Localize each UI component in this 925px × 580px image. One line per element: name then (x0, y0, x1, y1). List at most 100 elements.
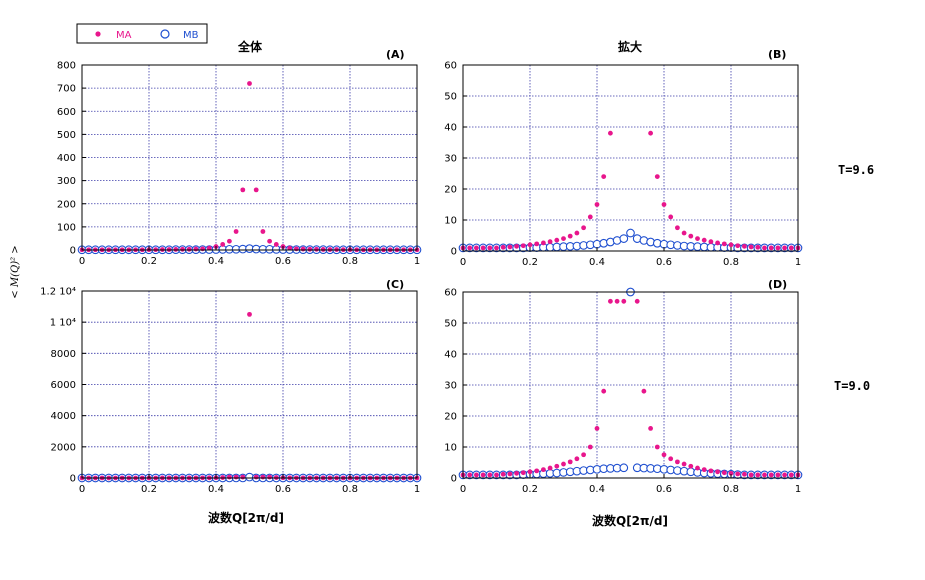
panel-c-ma-point (233, 474, 239, 480)
panel-a-xtick-label: 0 (79, 256, 85, 267)
panel-b-ma-point (587, 214, 593, 220)
panel-a-marks (77, 81, 422, 255)
panel-b-ma-point (574, 230, 580, 236)
panel-c-ma-point (267, 474, 272, 480)
panel-d-ma-point (507, 471, 513, 477)
panel-c-y-ticks: 0 2000 4000 6000 8000 1 10⁴ 1.2 10⁴ (40, 287, 86, 485)
panel-b-ma-point (567, 233, 573, 239)
legend-mb-marker (160, 29, 170, 39)
panel-d-ma-point (742, 471, 747, 477)
panel-a-ma-point (287, 245, 293, 251)
panel-d-ma-point (467, 472, 473, 478)
panel-a-ytick-label: 600 (57, 107, 76, 118)
panel-b-ma-point (581, 225, 586, 231)
panel-c-ma-point (227, 474, 232, 480)
panel-b-ma-point (701, 237, 707, 243)
panel-d-ma-point (514, 470, 519, 476)
panel-b-xtick-label: 0.8 (723, 257, 739, 268)
panel-b-ma-point (748, 244, 754, 250)
panel-d-ma-point (768, 472, 774, 478)
panel-b-ytick-label: 20 (444, 185, 457, 196)
panel-c-ma-point (260, 474, 266, 480)
panel-b-ma-point (735, 243, 741, 249)
panel-b-ma-point (681, 230, 687, 236)
panel-b-ma-point (762, 245, 767, 251)
panel-d-ma-point (755, 472, 761, 478)
panel-d-x-axis-label: 波数Q[2π/d] (592, 513, 668, 528)
panel-a-xtick-label: 0.4 (208, 256, 224, 267)
panel-c-x-ticks: 0 0.2 0.4 0.6 0.8 1 (79, 474, 420, 495)
legend-box (76, 23, 208, 44)
panel-d-ma-point (534, 468, 540, 474)
panel-d-y-ticks: 0 10 20 30 40 50 60 (444, 288, 467, 485)
panel-c-xtick-label: 0.8 (342, 484, 358, 495)
panel-d-ma-point (641, 388, 647, 394)
panel-d-ytick-label: 20 (444, 412, 457, 423)
panel-b-ma-point (755, 244, 761, 250)
panel-a-ytick-label: 200 (57, 199, 76, 210)
panel-b-ma-point (648, 130, 653, 136)
panel-b-title: 拡大 (618, 39, 642, 54)
panel-a-ytick-label: 0 (70, 246, 76, 257)
panel-b-ma-point (782, 245, 787, 251)
panel-c-xtick-label: 1 (414, 484, 420, 495)
panel-a-ma-point (267, 238, 272, 244)
panel-b-ma-point (695, 236, 700, 242)
panel-d-ma-point (494, 472, 499, 478)
panel-a-ma-point (320, 247, 326, 252)
panel-a-ma-point (247, 81, 252, 86)
panel-a-ma-point (233, 229, 239, 234)
panel-d-mb-point (619, 463, 629, 473)
panel-b-ma-point (715, 240, 720, 246)
panel-a-frame (81, 64, 418, 251)
panel-a-ma-point (314, 246, 319, 252)
panel-c-ma-point (247, 311, 252, 317)
panel-b-mb-point (626, 228, 635, 238)
panel-a-ma-point (307, 246, 313, 252)
panel-a-ma-point (227, 238, 232, 244)
panel-b-ma-point (520, 243, 526, 249)
panel-c-ytick-label: 8000 (51, 349, 76, 360)
panel-c-grid (82, 291, 417, 478)
panel-c-xtick-label: 0.6 (275, 484, 291, 495)
panel-a-ma-point (260, 229, 266, 234)
panel-d-ma-point (782, 472, 787, 478)
panel-a-ma-point (180, 246, 185, 252)
panel-c-xtick-label: 0.2 (141, 484, 157, 495)
panel-d-ma-point (601, 388, 607, 394)
panel-b-ytick-label: 40 (444, 123, 457, 134)
panel-a-ma-point (200, 246, 206, 252)
panel-d-ma-point (614, 298, 620, 304)
panel-d-ma-point (675, 459, 680, 465)
panel-d-ytick-label: 50 (444, 319, 457, 330)
panel-c-ytick-label: 2000 (51, 442, 76, 453)
panel-a: 0 100 200 300 400 500 600 700 800 0 0.2 0.4 0.6 0.8 1… (57, 39, 422, 267)
panel-a-xtick-label: 1 (414, 256, 420, 267)
panel-d-ma-point (695, 465, 700, 471)
panel-d-ma-point (480, 472, 486, 478)
panel-d-ma-point (487, 472, 493, 478)
panel-b-ma-point (721, 241, 727, 247)
panel-b-ytick-label: 30 (444, 154, 457, 165)
panel-b-ma-point (668, 214, 674, 220)
panel-b-ma-point (688, 233, 694, 239)
panel-b-grid (463, 65, 798, 251)
panel-d-ma-point (775, 472, 781, 478)
panel-d-x-ticks: 0 0.2 0.4 0.6 0.8 1 (460, 474, 801, 495)
panel-d-xtick-label: 0.4 (589, 484, 605, 495)
panel-c-label: (C) (386, 278, 404, 291)
legend-ma-label: MA (116, 30, 132, 41)
panel-a-ytick-label: 700 (57, 84, 76, 95)
panel-d-ma-point (554, 463, 560, 469)
panel-b: 0 10 20 30 40 50 60 0 0.2 0.4 0.6 0.8 1 拡大 (B) T=9.… (444, 39, 874, 268)
panel-a-ytick-label: 800 (57, 61, 76, 72)
panel-b-label: (B) (768, 48, 786, 61)
panel-a-x-ticks: 0 0.2 0.4 0.6 0.8 1 (79, 246, 420, 267)
panel-b-ytick-label: 10 (444, 216, 457, 227)
panel-c-xtick-label: 0.4 (208, 484, 224, 495)
panel-b-y-ticks: 0 10 20 30 40 50 60 (444, 61, 467, 258)
panel-d-ma-point (561, 461, 566, 467)
panel-a-ma-point (186, 246, 192, 252)
panel-b-ytick-label: 60 (444, 61, 457, 72)
panel-d-ma-point (581, 452, 586, 458)
